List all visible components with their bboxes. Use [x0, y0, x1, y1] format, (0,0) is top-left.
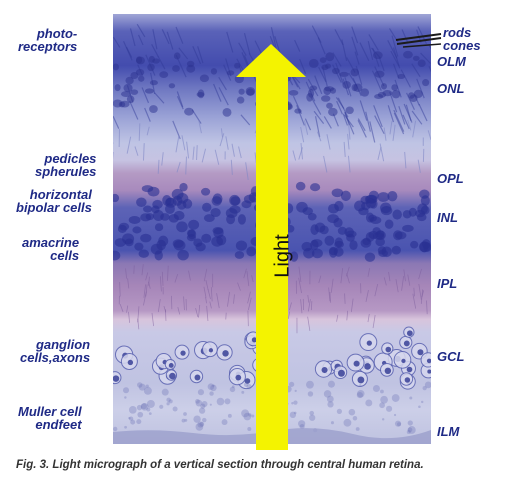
micrograph-image [113, 14, 431, 444]
figure-caption: Fig. 3. Light micrograph of a vertical s… [16, 459, 424, 471]
label-gcl: GCL [437, 349, 465, 364]
label-amacrine-cells: amacrine cells [22, 235, 80, 263]
label-horizontal-bipolar-cells: horizontal bipolar cells [16, 187, 92, 215]
label-pedicles-spherules: pedicles spherules [35, 151, 97, 179]
label-inl: INL [437, 210, 458, 225]
label-ilm: ILM [437, 424, 460, 439]
label-onl: ONL [437, 81, 465, 96]
label-opl: OPL [437, 171, 464, 186]
label-rods-cones: rods cones [443, 25, 481, 53]
light-arrow-label: Light [271, 234, 294, 278]
label-ipl: IPL [437, 276, 458, 291]
label-ganglion-cells-axons: ganglion cells,axons [20, 337, 91, 365]
label-photoreceptors: photo- receptors [18, 26, 78, 54]
label-olm: OLM [437, 54, 466, 69]
label-muller-cell-endfeet: Muller cell endfeet [18, 404, 82, 432]
retina-micrograph [113, 14, 431, 444]
